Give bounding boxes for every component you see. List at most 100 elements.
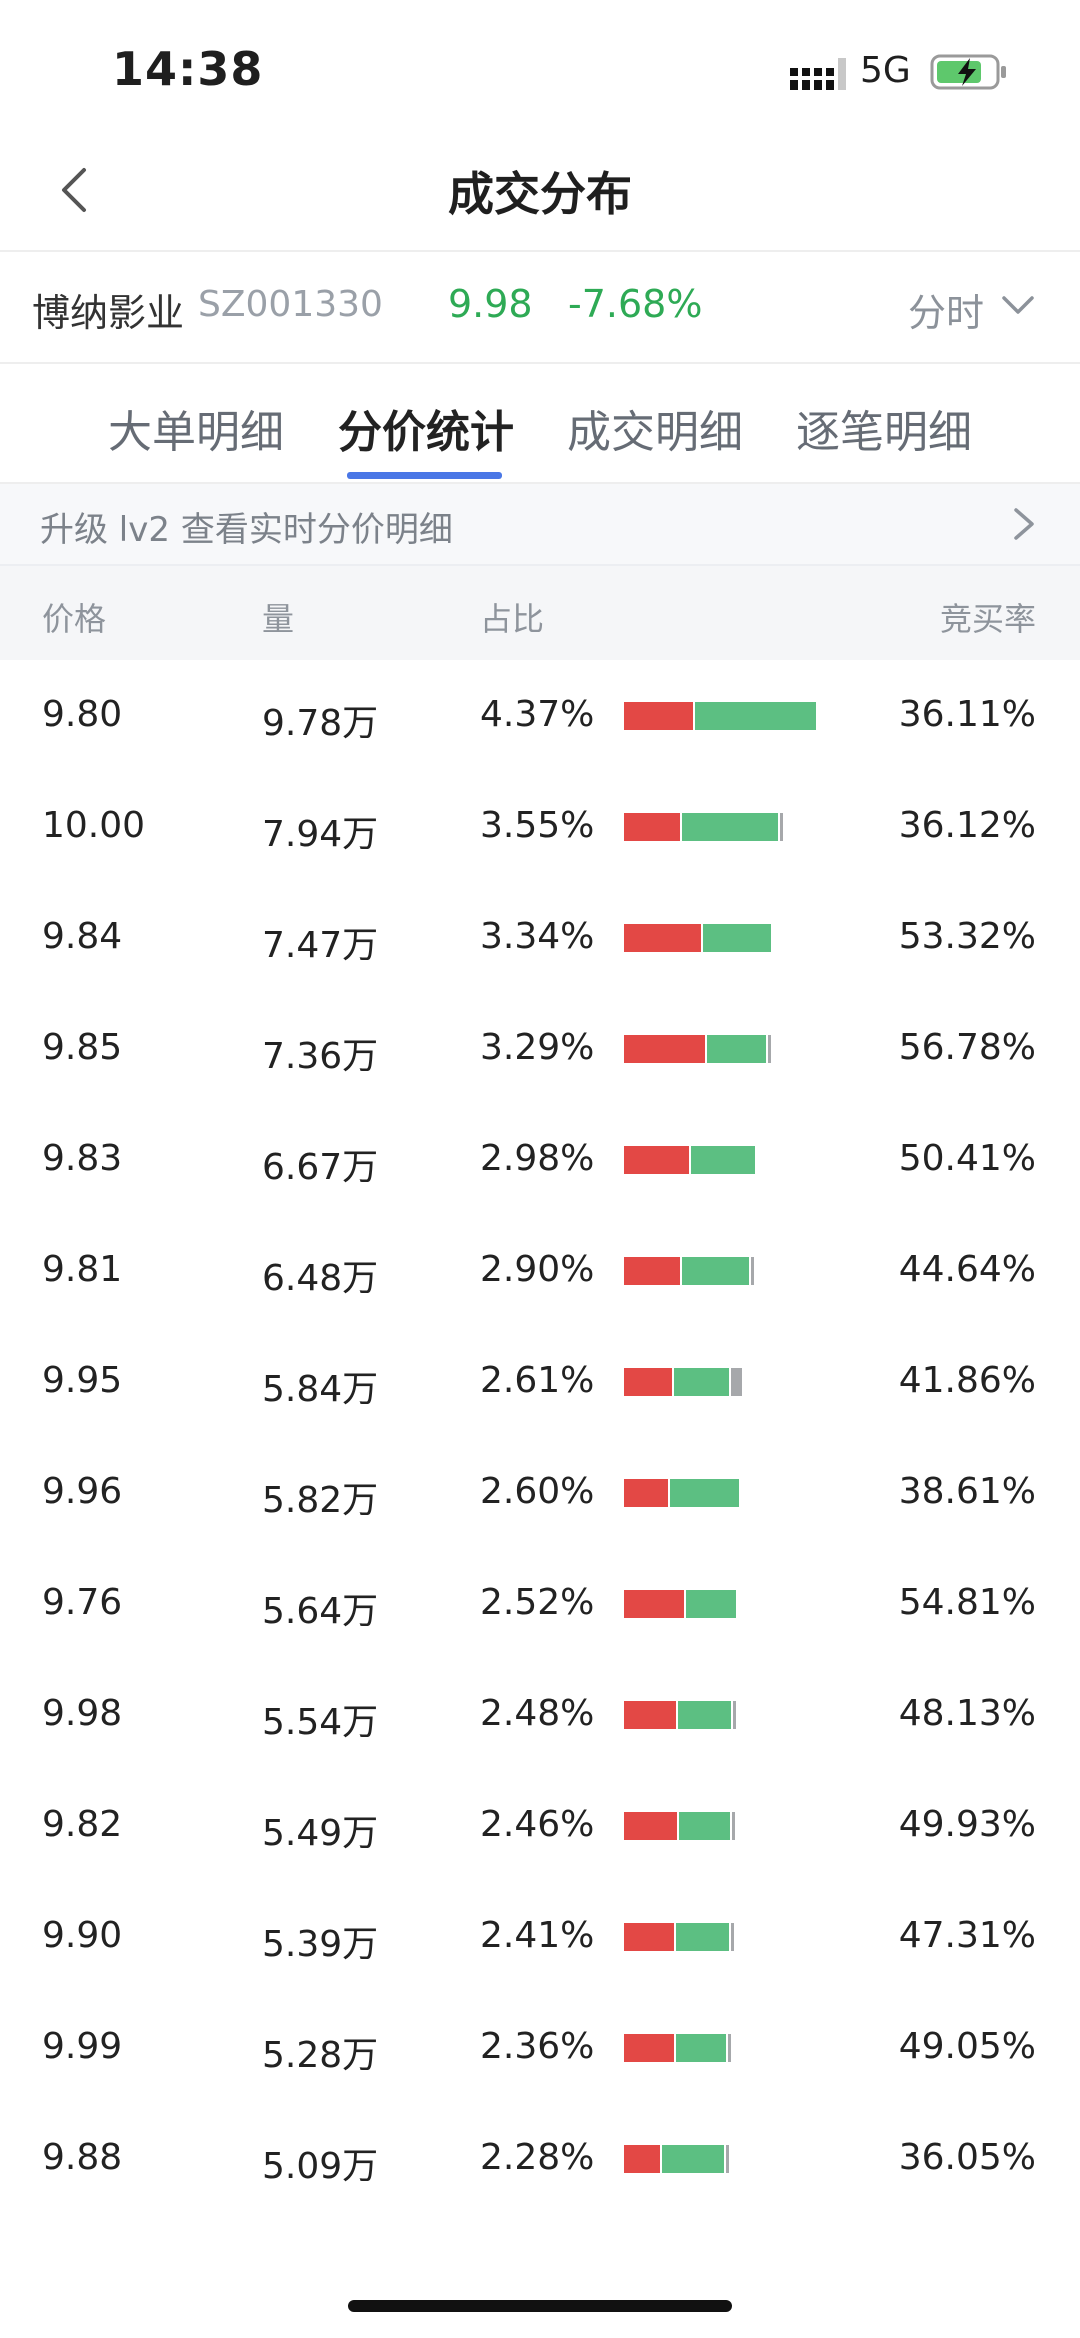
table-row[interactable]: 10.00 7.94万 3.55% 36.12% (0, 771, 1080, 882)
header-price: 价格 (42, 600, 107, 638)
sell-segment (682, 813, 778, 841)
header-volume: 量 (262, 600, 295, 638)
buy-segment (624, 1923, 674, 1951)
page-title: 成交分布 (448, 167, 632, 221)
sell-segment (676, 1923, 729, 1951)
table-row[interactable]: 9.99 5.28万 2.36% 49.05% (0, 1992, 1080, 2103)
row-ratio: 2.28% (480, 2137, 595, 2178)
status-bar: 14:38 5G (0, 0, 1080, 130)
row-buy-rate: 50.41% (898, 1138, 1036, 1179)
row-price: 9.82 (42, 1804, 123, 1845)
row-ratio-bar (624, 924, 771, 952)
row-buy-rate: 36.05% (898, 2137, 1036, 2178)
row-volume: 5.49万 (262, 1813, 379, 1854)
neutral-segment (731, 1923, 734, 1951)
table-row[interactable]: 9.90 5.39万 2.41% 47.31% (0, 1881, 1080, 1992)
neutral-segment (751, 1257, 754, 1285)
row-ratio-bar (624, 1590, 736, 1618)
tab-price-stats[interactable]: 分价统计 (338, 407, 514, 458)
row-buy-rate: 47.31% (898, 1915, 1036, 1956)
stock-change: -7.68% (568, 282, 703, 326)
sell-segment (678, 1701, 731, 1729)
row-volume: 5.39万 (262, 1924, 379, 1965)
row-volume: 5.64万 (262, 1591, 379, 1632)
row-price: 9.76 (42, 1582, 123, 1623)
row-volume: 6.67万 (262, 1147, 379, 1188)
header-buy-rate: 竞买率 (939, 600, 1036, 638)
row-price: 9.84 (42, 916, 123, 957)
row-price: 9.99 (42, 2026, 123, 2067)
row-ratio-bar (624, 1035, 771, 1063)
row-ratio-bar (624, 1701, 736, 1729)
nav-bar: 成交分布 (0, 130, 1080, 252)
buy-segment (624, 1590, 684, 1618)
header-ratio: 占比 (480, 600, 545, 638)
row-ratio-bar (624, 813, 783, 841)
table-row[interactable]: 9.85 7.36万 3.29% 56.78% (0, 993, 1080, 1104)
row-ratio: 2.60% (480, 1471, 595, 1512)
sell-segment (670, 1479, 739, 1507)
network-type: 5G (860, 50, 911, 91)
row-buy-rate: 49.93% (898, 1804, 1036, 1845)
stock-name: 博纳影业 (32, 291, 185, 335)
row-volume: 5.54万 (262, 1702, 379, 1743)
sell-segment (691, 1146, 755, 1174)
sell-segment (703, 924, 771, 952)
row-price: 9.80 (42, 694, 123, 735)
table-row[interactable]: 9.95 5.84万 2.61% 41.86% (0, 1326, 1080, 1437)
table-row[interactable]: 9.81 6.48万 2.90% 44.64% (0, 1215, 1080, 1326)
buy-segment (624, 1479, 668, 1507)
row-buy-rate: 48.13% (898, 1693, 1036, 1734)
table-row[interactable]: 9.83 6.67万 2.98% 50.41% (0, 1104, 1080, 1215)
table-row[interactable]: 9.84 7.47万 3.34% 53.32% (0, 882, 1080, 993)
tab-trade-details[interactable]: 成交明细 (567, 407, 743, 458)
table-row[interactable]: 9.76 5.64万 2.52% 54.81% (0, 1548, 1080, 1659)
tab-bar: 大单明细 分价统计 成交明细 逐笔明细 (0, 364, 1080, 484)
buy-segment (624, 924, 701, 952)
chevron-down-icon[interactable] (1000, 290, 1036, 320)
row-price: 10.00 (42, 805, 146, 846)
row-buy-rate: 41.86% (898, 1360, 1036, 1401)
signal-icon (790, 58, 846, 90)
table-row[interactable]: 9.98 5.54万 2.48% 48.13% (0, 1659, 1080, 1770)
battery-icon (930, 54, 1006, 90)
tab-tick-details[interactable]: 逐笔明细 (796, 407, 972, 458)
row-ratio-bar (624, 702, 816, 730)
row-volume: 5.09万 (262, 2146, 379, 2187)
table-row[interactable]: 9.82 5.49万 2.46% 49.93% (0, 1770, 1080, 1881)
buy-segment (624, 1701, 676, 1729)
neutral-segment (732, 1812, 735, 1840)
stock-price: 9.98 (448, 282, 533, 326)
row-ratio: 4.37% (480, 694, 595, 735)
buy-segment (624, 2034, 674, 2062)
table-row[interactable]: 9.88 5.09万 2.28% 36.05% (0, 2103, 1080, 2214)
row-ratio: 2.41% (480, 1915, 595, 1956)
tab-large-orders[interactable]: 大单明细 (108, 407, 284, 458)
row-buy-rate: 36.11% (898, 694, 1036, 735)
buy-segment (624, 813, 680, 841)
row-ratio: 2.98% (480, 1138, 595, 1179)
back-arrow-icon[interactable] (50, 160, 100, 220)
buy-segment (624, 702, 693, 730)
row-price: 9.83 (42, 1138, 123, 1179)
sell-segment (679, 1812, 730, 1840)
row-ratio: 2.36% (480, 2026, 595, 2067)
sell-segment (682, 1257, 749, 1285)
row-volume: 5.28万 (262, 2035, 379, 2076)
table-row[interactable]: 9.80 9.78万 4.37% 36.11% (0, 660, 1080, 771)
sell-segment (662, 2145, 724, 2173)
price-stats-table: 9.80 9.78万 4.37% 36.11% 10.00 7.94万 3.55% 36.12… (0, 660, 1080, 2214)
row-ratio: 2.61% (480, 1360, 595, 1401)
sell-segment (707, 1035, 766, 1063)
upgrade-banner[interactable]: 升级 lv2 查看实时分价明细 (0, 484, 1080, 566)
row-volume: 7.36万 (262, 1036, 379, 1077)
row-ratio: 2.90% (480, 1249, 595, 1290)
table-row[interactable]: 9.96 5.82万 2.60% 38.61% (0, 1437, 1080, 1548)
row-ratio-bar (624, 2145, 729, 2173)
row-buy-rate: 49.05% (898, 2026, 1036, 2067)
period-selector[interactable]: 分时 (908, 291, 985, 335)
sell-segment (686, 1590, 736, 1618)
row-ratio: 3.34% (480, 916, 595, 957)
neutral-segment (780, 813, 783, 841)
buy-segment (624, 1812, 677, 1840)
